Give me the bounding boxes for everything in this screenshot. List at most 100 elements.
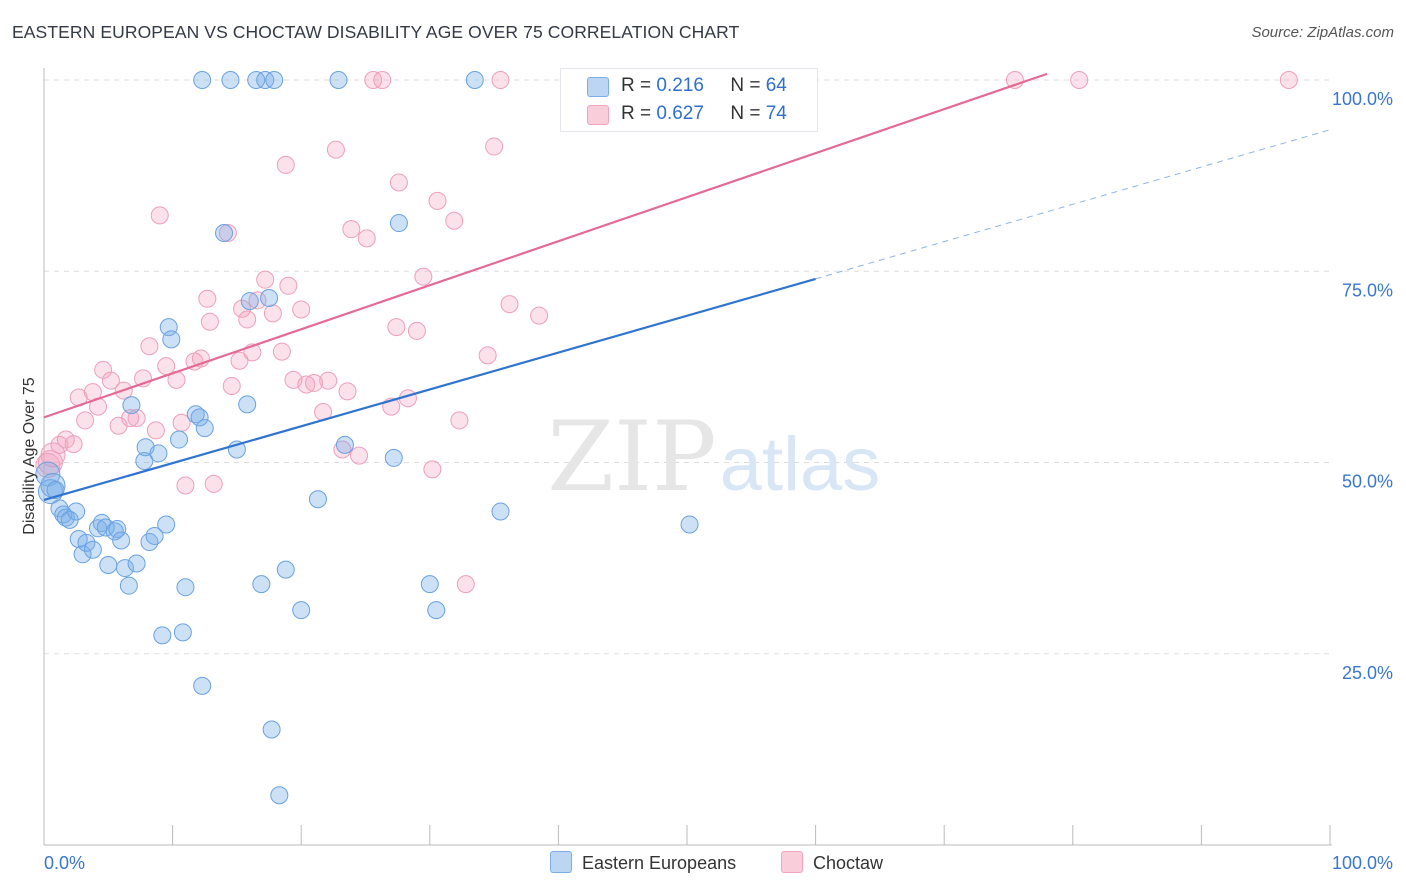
point-choctaw bbox=[146, 421, 165, 440]
point-choctaw bbox=[200, 312, 219, 331]
point-choctaw bbox=[445, 211, 464, 230]
point-eastern-european bbox=[221, 71, 240, 89]
point-eastern-european bbox=[135, 451, 154, 470]
point-choctaw bbox=[176, 476, 195, 495]
point-eastern-european bbox=[46, 481, 65, 500]
legend-swatch-blue bbox=[587, 77, 609, 97]
point-eastern-european bbox=[127, 554, 146, 573]
point-choctaw bbox=[326, 140, 345, 159]
legend-r-value: 0.216 bbox=[656, 75, 704, 96]
point-choctaw bbox=[218, 224, 237, 242]
point-eastern-european bbox=[77, 533, 96, 552]
point-eastern-european bbox=[170, 430, 189, 449]
point-eastern-european bbox=[247, 71, 266, 89]
point-eastern-european bbox=[256, 71, 275, 89]
point-choctaw bbox=[76, 411, 95, 430]
point-eastern-european bbox=[335, 435, 354, 454]
point-eastern-european bbox=[112, 531, 131, 550]
point-eastern-european bbox=[96, 518, 115, 537]
point-choctaw bbox=[478, 346, 497, 365]
point-choctaw bbox=[364, 71, 383, 89]
chart-title: EASTERN EUROPEAN VS CHOCTAW DISABILITY A… bbox=[12, 22, 740, 42]
legend-n-value: 74 bbox=[765, 103, 787, 124]
point-eastern-european bbox=[329, 71, 348, 89]
point-choctaw bbox=[297, 375, 316, 394]
point-choctaw bbox=[428, 191, 447, 210]
legend-n-label: N = bbox=[730, 103, 761, 124]
trend-line-eastern-europeans bbox=[43, 277, 816, 502]
point-choctaw bbox=[276, 155, 295, 174]
axes bbox=[43, 68, 1332, 846]
point-choctaw bbox=[456, 575, 475, 594]
legend-n-value: 64 bbox=[765, 75, 787, 96]
point-eastern-european bbox=[37, 479, 63, 505]
bottom-legend-choctaw[interactable]: Choctaw bbox=[781, 851, 883, 874]
point-choctaw bbox=[230, 351, 249, 370]
point-eastern-european bbox=[153, 626, 172, 645]
point-choctaw bbox=[263, 304, 282, 323]
legend-r-value: 0.627 bbox=[656, 103, 704, 124]
scatter-points bbox=[35, 71, 1298, 805]
watermark-atlas: atlas bbox=[720, 422, 881, 507]
legend-swatch-pink bbox=[587, 105, 609, 125]
point-eastern-european bbox=[238, 395, 257, 414]
point-choctaw bbox=[357, 229, 376, 248]
point-choctaw bbox=[140, 337, 159, 356]
point-choctaw bbox=[121, 409, 140, 428]
point-eastern-european bbox=[252, 575, 271, 594]
point-eastern-european bbox=[122, 396, 141, 415]
point-eastern-european bbox=[162, 330, 181, 349]
legend-label: Choctaw bbox=[813, 853, 884, 873]
point-choctaw bbox=[222, 377, 241, 395]
trend-extension-eastern-europeans bbox=[815, 129, 1331, 280]
point-choctaw bbox=[292, 300, 311, 319]
legend-swatch-blue bbox=[550, 851, 572, 873]
point-choctaw bbox=[279, 276, 298, 295]
point-choctaw bbox=[319, 371, 338, 390]
point-eastern-european bbox=[292, 601, 311, 620]
point-choctaw bbox=[101, 371, 120, 390]
point-choctaw bbox=[40, 442, 66, 468]
y-axis-label: Disability Age Over 75 bbox=[21, 377, 38, 535]
point-eastern-european bbox=[67, 502, 86, 521]
trend-line-choctaw bbox=[43, 72, 1048, 419]
point-eastern-european bbox=[215, 224, 234, 242]
trend-lines bbox=[43, 72, 1331, 502]
point-choctaw bbox=[450, 411, 469, 430]
point-eastern-european bbox=[140, 533, 159, 552]
point-eastern-european bbox=[270, 786, 289, 805]
point-choctaw bbox=[305, 373, 324, 392]
y-tick-label: 75.0% bbox=[1342, 280, 1393, 300]
point-eastern-european bbox=[420, 575, 439, 594]
point-eastern-european bbox=[176, 578, 195, 597]
bottom-legend-eastern-europeans[interactable]: Eastern Europeans bbox=[550, 851, 736, 874]
point-eastern-european bbox=[119, 576, 138, 595]
point-eastern-european bbox=[265, 71, 284, 89]
point-eastern-european bbox=[149, 444, 168, 463]
point-choctaw bbox=[150, 206, 169, 225]
y-tick-label: 100.0% bbox=[1332, 89, 1393, 109]
point-choctaw bbox=[350, 446, 369, 465]
point-choctaw bbox=[423, 460, 442, 479]
watermark-zip: ZIP bbox=[547, 401, 716, 513]
point-choctaw bbox=[238, 310, 257, 329]
point-choctaw bbox=[256, 270, 275, 289]
point-eastern-european bbox=[190, 408, 209, 427]
gridlines bbox=[44, 79, 1332, 655]
point-eastern-european bbox=[193, 71, 212, 89]
point-choctaw bbox=[387, 318, 406, 337]
point-eastern-european bbox=[99, 556, 118, 575]
point-eastern-european bbox=[491, 502, 510, 521]
x-tick-label-end: 100.0% bbox=[1332, 853, 1393, 873]
point-choctaw bbox=[198, 289, 217, 308]
legend-r-label: R = bbox=[621, 103, 652, 124]
point-choctaw bbox=[64, 435, 83, 454]
point-eastern-european bbox=[680, 515, 699, 534]
point-eastern-european bbox=[384, 448, 403, 467]
point-eastern-european bbox=[276, 560, 295, 579]
point-choctaw bbox=[338, 382, 357, 401]
point-choctaw bbox=[248, 291, 267, 310]
point-eastern-european bbox=[260, 289, 279, 308]
legend-r-label: R = bbox=[621, 75, 652, 96]
y-tick-label: 25.0% bbox=[1342, 663, 1393, 683]
